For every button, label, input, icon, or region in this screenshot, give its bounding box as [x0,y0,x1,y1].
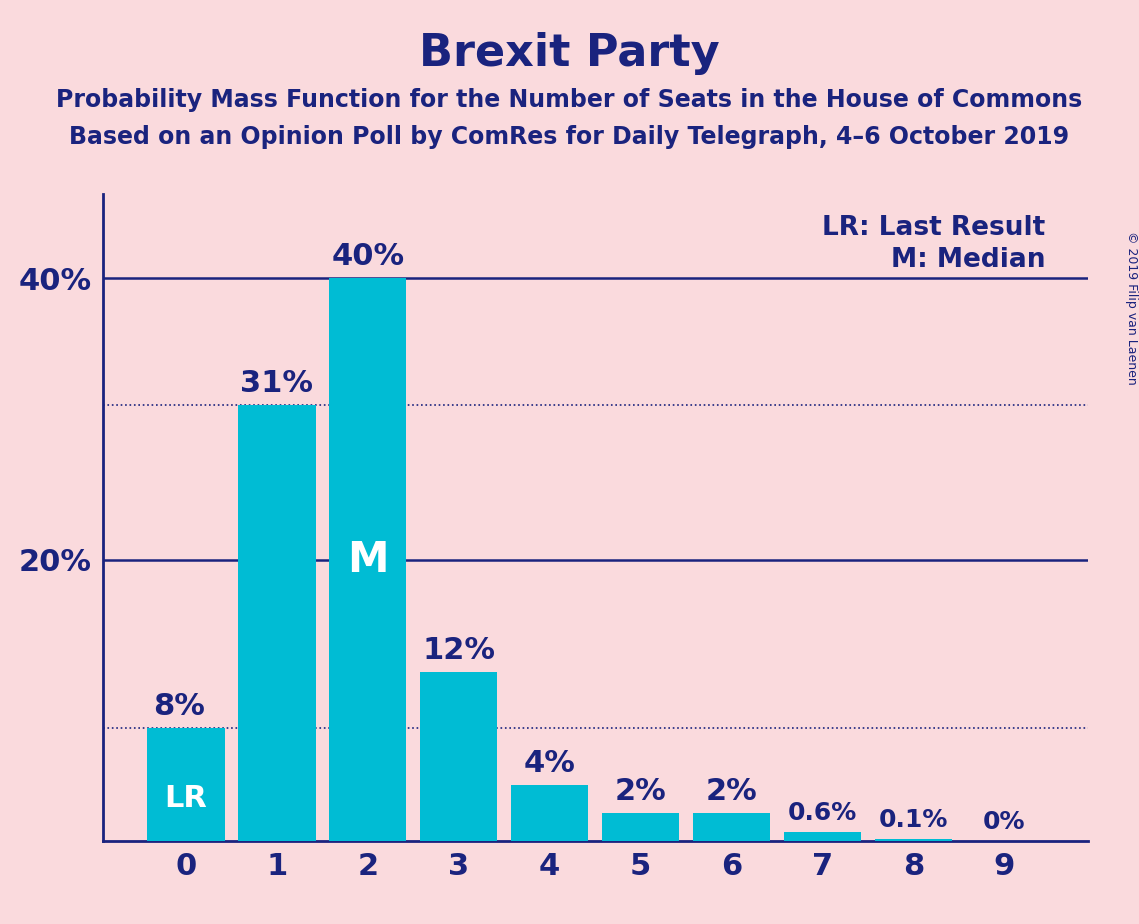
Text: M: Median: M: Median [891,248,1046,274]
Bar [875,839,952,841]
Text: Brexit Party: Brexit Party [419,32,720,76]
Text: LR: LR [164,784,207,812]
Text: 0.6%: 0.6% [788,801,857,825]
Bar [238,405,316,841]
Bar [329,278,407,841]
Text: Probability Mass Function for the Number of Seats in the House of Commons: Probability Mass Function for the Number… [56,88,1083,112]
Bar [420,672,498,841]
Text: 2%: 2% [706,777,757,806]
Text: 40%: 40% [331,242,404,272]
Text: 0%: 0% [983,809,1025,833]
Text: Based on an Opinion Poll by ComRes for Daily Telegraph, 4–6 October 2019: Based on an Opinion Poll by ComRes for D… [69,125,1070,149]
Bar [601,813,679,841]
Text: 12%: 12% [423,636,495,665]
Text: M: M [347,539,388,580]
Text: LR: Last Result: LR: Last Result [822,215,1046,241]
Bar [147,728,224,841]
Text: 0.1%: 0.1% [878,808,948,833]
Text: 31%: 31% [240,369,313,398]
Bar [693,813,770,841]
Text: © 2019 Filip van Laenen: © 2019 Filip van Laenen [1124,231,1138,384]
Text: 4%: 4% [524,748,575,778]
Bar [784,833,861,841]
Text: 2%: 2% [615,777,666,806]
Bar [511,784,589,841]
Text: 8%: 8% [153,692,205,722]
